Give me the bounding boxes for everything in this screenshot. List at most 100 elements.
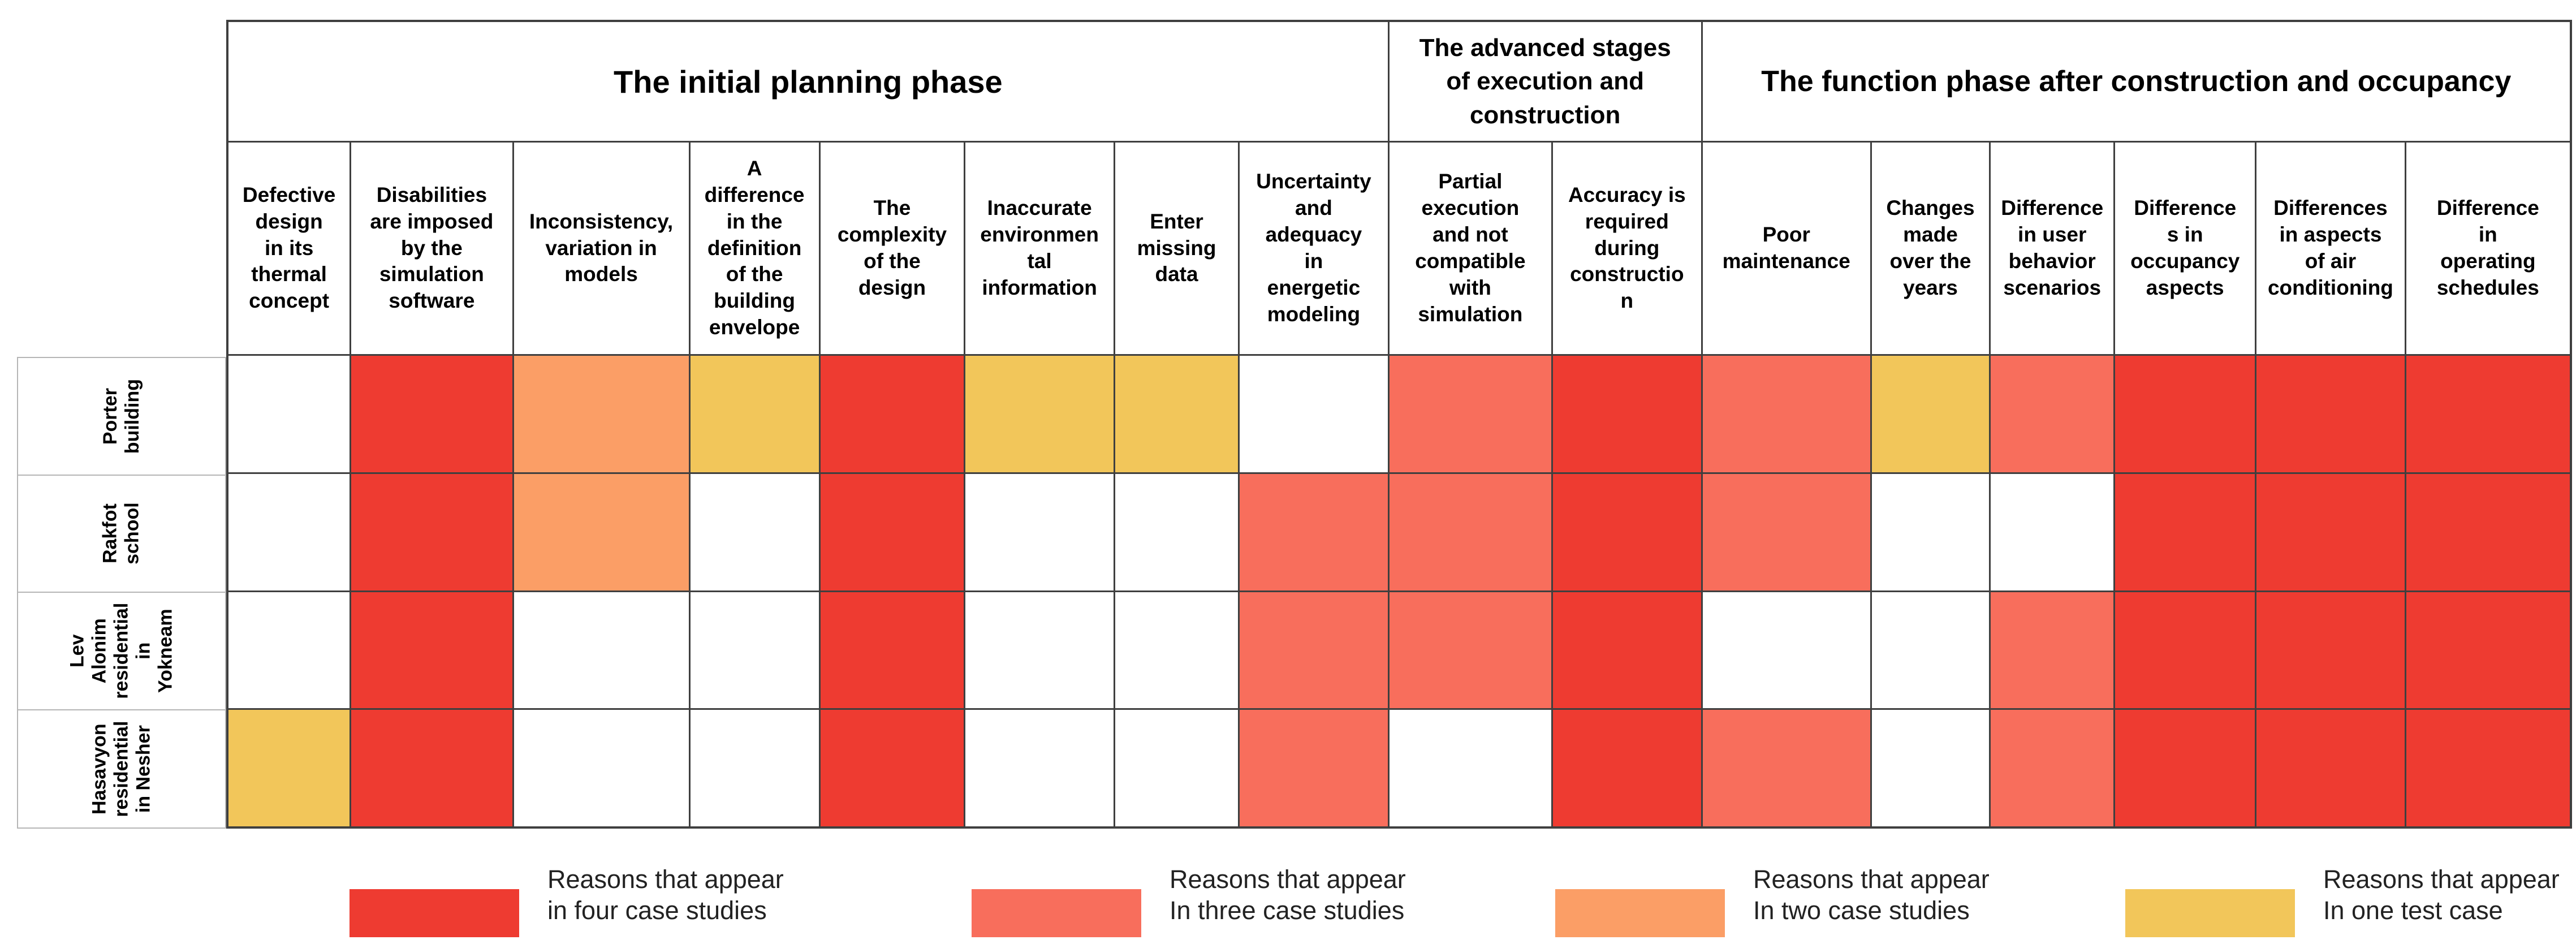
matrix-cell — [2406, 710, 2570, 826]
matrix-cell — [1991, 710, 2114, 826]
legend-swatch-two-case-studies — [1555, 889, 1725, 937]
matrix-cell — [1240, 473, 1388, 590]
column-header: Inconsistency, variation in models — [514, 143, 689, 354]
matrix-cell — [2256, 473, 2405, 590]
matrix-cell — [965, 356, 1114, 472]
matrix-cell — [1115, 473, 1239, 590]
matrix-cell — [1553, 592, 1701, 709]
matrix-cell — [514, 710, 689, 826]
matrix-cell — [1702, 473, 1870, 590]
matrix-cell — [1871, 592, 1990, 709]
matrix-cell — [820, 356, 964, 472]
legend-swatch-three-case-studies — [972, 889, 1141, 937]
matrix-cell — [690, 710, 819, 826]
matrix-cell — [1389, 592, 1552, 709]
matrix-cell — [351, 356, 512, 472]
legend: Reasons that appear in four case studies… — [0, 864, 2576, 944]
phase-header-function-occupancy: The function phase after construction an… — [1702, 22, 2570, 141]
column-header: Differences in aspects of air conditioni… — [2256, 143, 2405, 354]
column-header: Enter missing data — [1115, 143, 1239, 354]
phase-header-initial-planning: The initial planning phase — [228, 22, 1388, 141]
matrix-cell — [228, 473, 350, 590]
row-label-rakfot-school: Rakfot school — [18, 476, 225, 593]
matrix-cell — [2115, 356, 2255, 472]
column-header: Difference in user behavior scenarios — [1991, 143, 2114, 354]
matrix-cell — [2256, 592, 2405, 709]
matrix-cell — [2406, 356, 2570, 472]
row-label-text: Porter building — [99, 378, 143, 454]
matrix-cell — [351, 710, 512, 826]
matrix-cell — [1871, 473, 1990, 590]
matrix-cell — [1115, 356, 1239, 472]
matrix-cell — [690, 592, 819, 709]
matrix-cell — [1991, 356, 2114, 472]
legend-item-two-case-studies: Reasons that appear In two case studies — [1555, 864, 1990, 937]
phase-header-execution-construction: The advanced stages of execution and con… — [1389, 22, 1701, 141]
legend-item-one-test-case: Reasons that appear In one test case — [2125, 864, 2560, 937]
matrix-cell — [690, 473, 819, 590]
matrix-cell — [965, 592, 1114, 709]
matrix-cell — [514, 592, 689, 709]
column-header: The complexity of the design — [820, 143, 964, 354]
matrix-cell — [965, 473, 1114, 590]
column-header: Defective design in its thermal concept — [228, 143, 350, 354]
matrix-cell — [514, 473, 689, 590]
column-header: Difference in operating schedules — [2406, 143, 2570, 354]
matrix-cell — [1115, 710, 1239, 826]
row-label-porter-building: Porter building — [18, 358, 225, 476]
matrix-cell — [1389, 473, 1552, 590]
column-header: Poor maintenance — [1702, 143, 1870, 354]
matrix-grid: The initial planning phase The advanced … — [226, 20, 2572, 829]
matrix-cell — [1389, 356, 1552, 472]
matrix-cell — [820, 473, 964, 590]
matrix-cell — [228, 592, 350, 709]
matrix-cell — [514, 356, 689, 472]
matrix-cell — [351, 473, 512, 590]
legend-label-one-test-case: Reasons that appear In one test case — [2323, 865, 2560, 925]
matrix-cell — [1871, 356, 1990, 472]
matrix-cell — [690, 356, 819, 472]
matrix-cell — [1702, 710, 1870, 826]
row-label-text: Hasavyon residential in Nesher — [88, 721, 154, 817]
legend-item-four-case-studies: Reasons that appear in four case studies — [349, 864, 784, 937]
matrix-cell — [2256, 710, 2405, 826]
legend-swatch-four-case-studies — [349, 889, 519, 937]
column-header: Partial execution and not compatible wit… — [1389, 143, 1552, 354]
legend-swatch-one-test-case — [2125, 889, 2295, 937]
matrix-cell — [820, 710, 964, 826]
matrix-cell — [1553, 356, 1701, 472]
column-header: Changes made over the years — [1871, 143, 1990, 354]
matrix-cell — [1389, 710, 1552, 826]
matrix-cell — [1553, 710, 1701, 826]
column-header: Accuracy is required during constructio … — [1553, 143, 1701, 354]
column-header: Difference s in occupancy aspects — [2115, 143, 2255, 354]
matrix-cell — [2406, 592, 2570, 709]
matrix-cell — [2115, 710, 2255, 826]
matrix-cell — [2256, 356, 2405, 472]
matrix-cell — [1240, 356, 1388, 472]
row-label-text: Lev Alonim residential in Yokneam — [66, 602, 176, 699]
column-header: Disabilities are imposed by the simulati… — [351, 143, 512, 354]
matrix-cell — [1240, 592, 1388, 709]
matrix-cell — [1553, 473, 1701, 590]
row-label-text: Rakfot school — [99, 502, 143, 565]
matrix-cell — [2115, 592, 2255, 709]
matrix-cell — [2406, 473, 2570, 590]
matrix-cell — [351, 592, 512, 709]
column-header: Uncertainty and adequacy in energetic mo… — [1240, 143, 1388, 354]
row-label-lev-alonim-yokneam: Lev Alonim residential in Yokneam — [18, 593, 225, 710]
matrix-cell — [1240, 710, 1388, 826]
legend-item-three-case-studies: Reasons that appear In three case studie… — [972, 864, 1406, 937]
matrix-cell — [1702, 356, 1870, 472]
legend-label-four-case-studies: Reasons that appear in four case studies — [547, 865, 784, 925]
matrix-cell — [2115, 473, 2255, 590]
matrix-cell — [965, 710, 1114, 826]
matrix-cell — [228, 356, 350, 472]
matrix-cell — [1871, 710, 1990, 826]
legend-label-three-case-studies: Reasons that appear In three case studie… — [1170, 865, 1406, 925]
matrix-cell — [228, 710, 350, 826]
matrix-cell — [1991, 473, 2114, 590]
matrix-cell — [1115, 592, 1239, 709]
matrix-cell — [1702, 592, 1870, 709]
